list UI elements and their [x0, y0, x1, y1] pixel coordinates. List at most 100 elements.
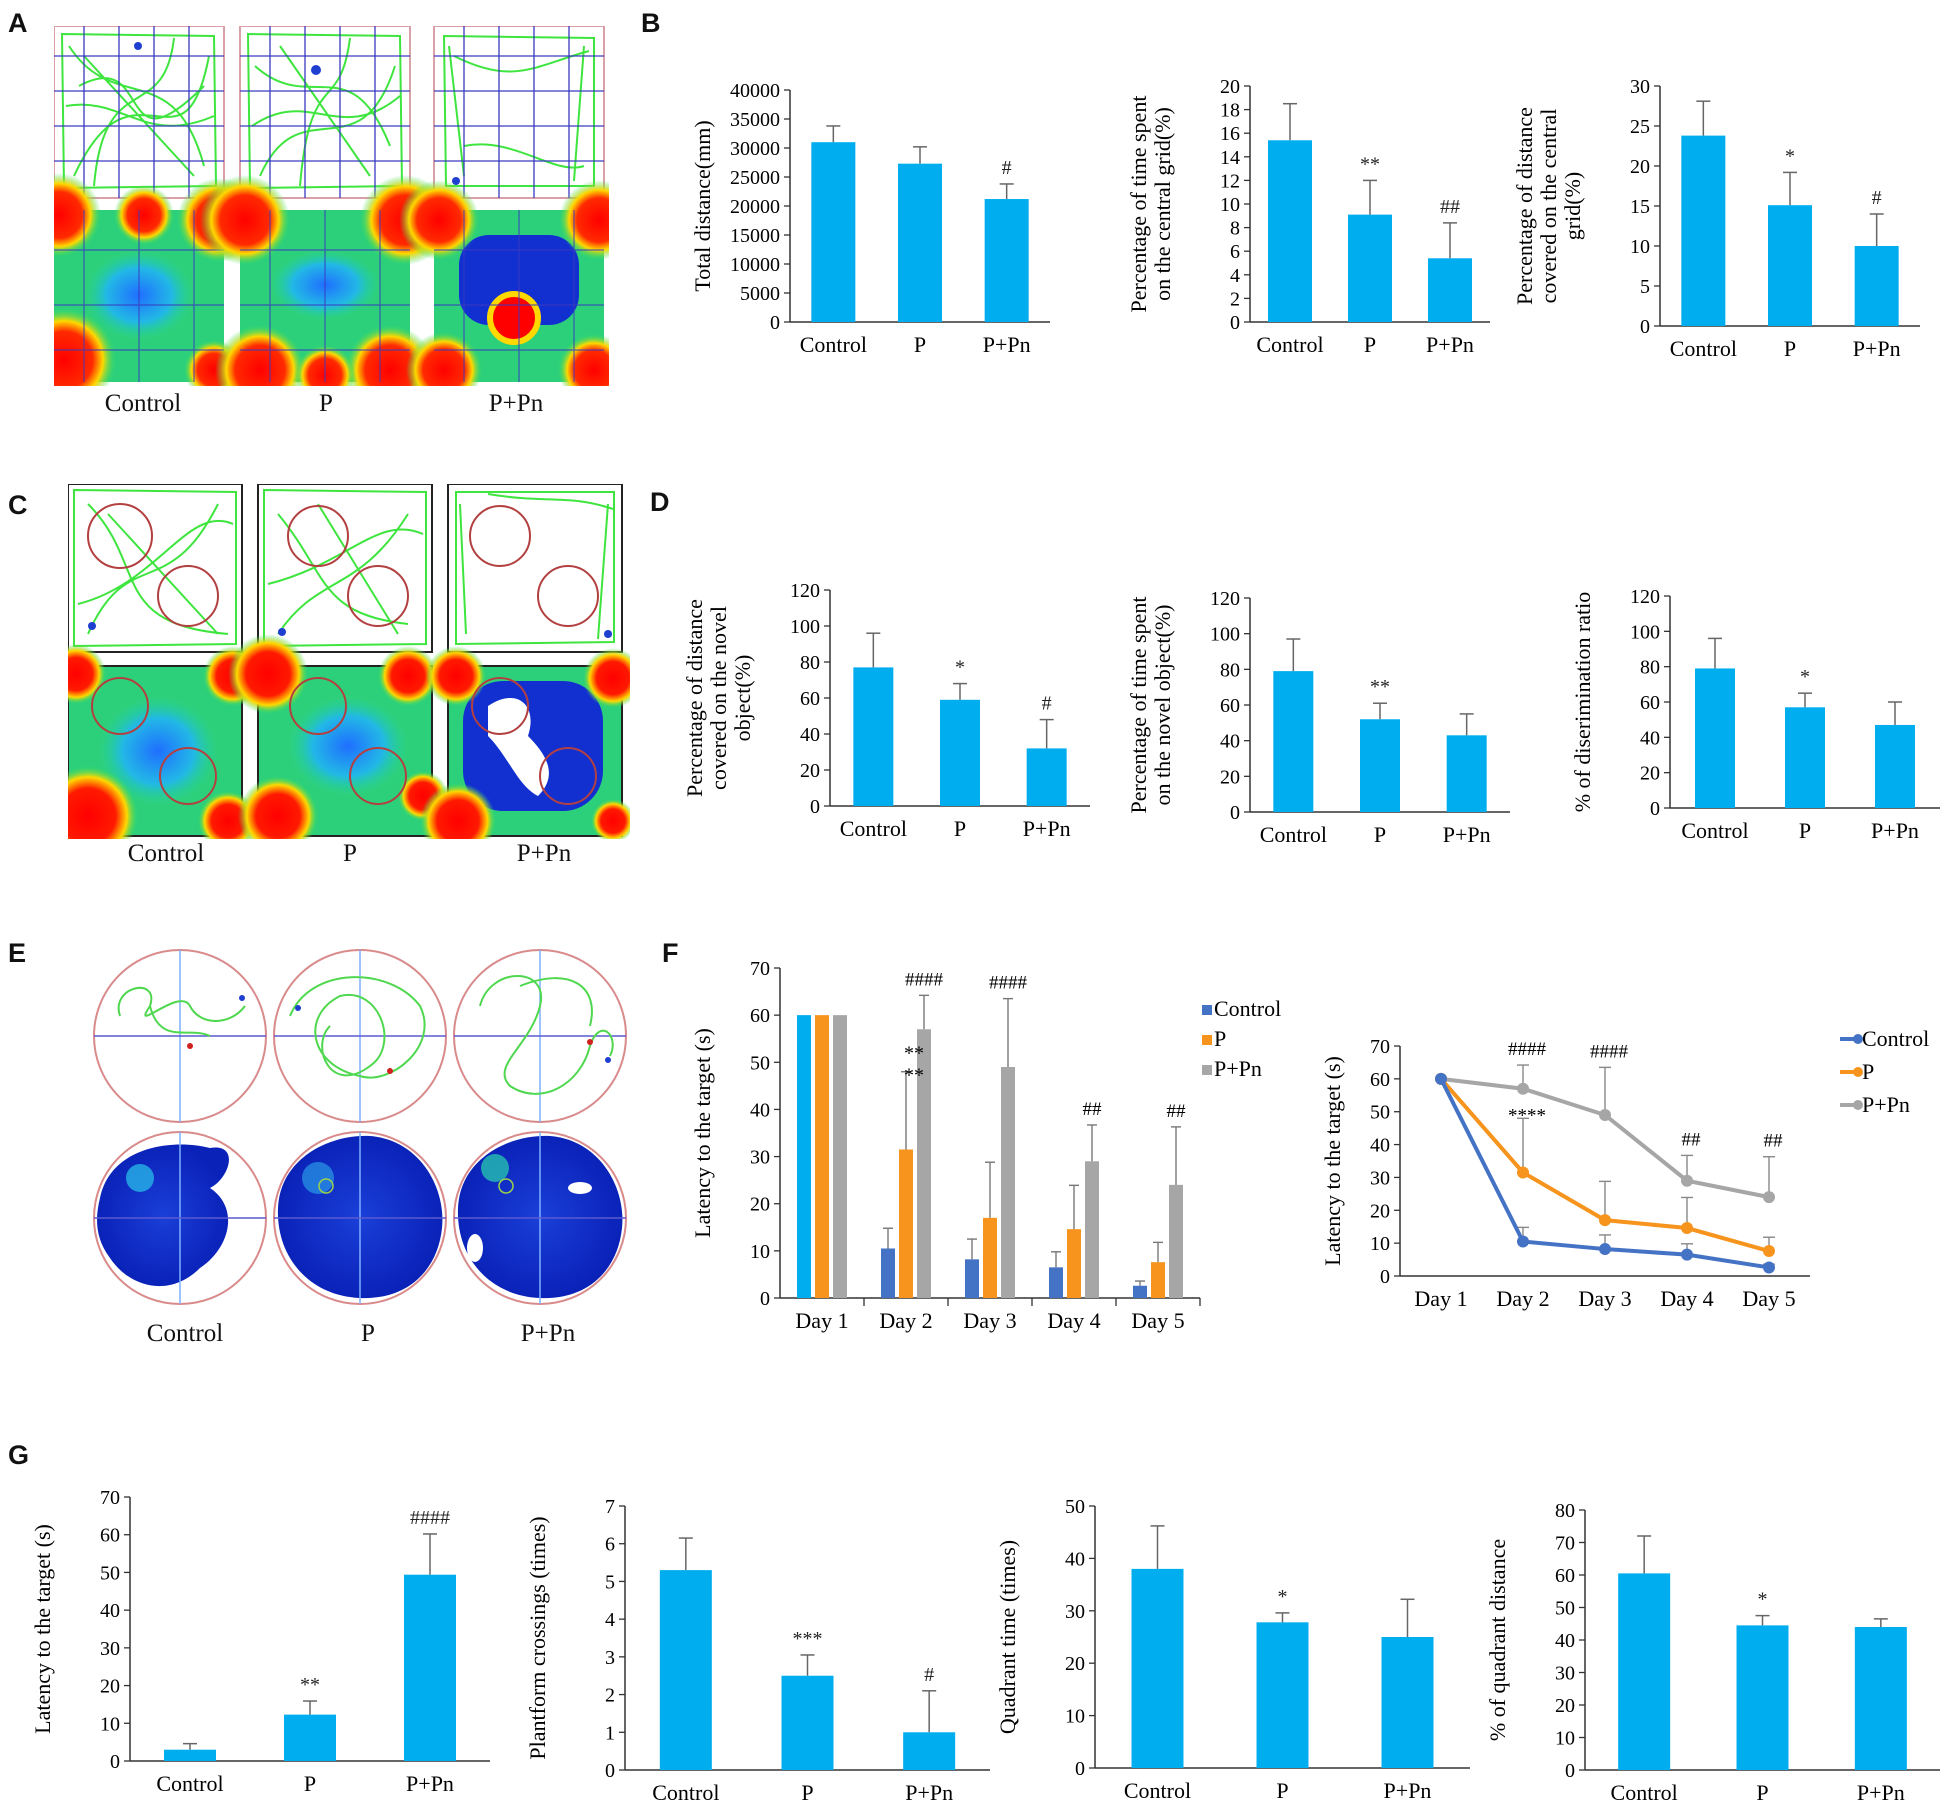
bar-p-pn: [1169, 1184, 1183, 1298]
y-tick-label: 100: [1630, 621, 1660, 643]
x-tick-label: Day 3: [963, 1308, 1016, 1333]
x-tick-label: P+Pn: [406, 1771, 454, 1796]
panel-c-label-p-pn: P+Pn: [516, 840, 572, 867]
significance-label: *: [1278, 1586, 1288, 1608]
y-tick-label: 12: [1220, 170, 1240, 192]
y-tick-label: 40: [1220, 731, 1240, 753]
panel-label-d: D: [650, 487, 670, 517]
bar-p-pn: [833, 1015, 847, 1298]
y-tick-label: 0: [1640, 316, 1650, 338]
panel-a-label-control: Control: [104, 390, 182, 417]
x-tick-label: P+Pn: [1443, 822, 1491, 847]
y-axis-label: covered on the novel: [706, 606, 731, 790]
x-tick-label: P+Pn: [905, 1780, 953, 1805]
y-tick-label: 2: [605, 1685, 615, 1707]
data-point: [1681, 1222, 1693, 1235]
bar: [1768, 205, 1812, 326]
y-tick-label: 30: [1555, 1663, 1575, 1685]
bar: [1785, 707, 1825, 808]
significance-label: ##: [1440, 196, 1460, 218]
panel-e-label-control: Control: [146, 1320, 224, 1347]
x-tick-label: Control: [1670, 336, 1737, 361]
bar: [1618, 1573, 1671, 1770]
panel-label-f: F: [662, 938, 679, 968]
y-tick-label: 60: [1555, 1565, 1575, 1587]
x-tick-label: P: [801, 1780, 813, 1805]
x-tick-label: Control: [1124, 1778, 1191, 1803]
novel-object-heatmap-p: [228, 634, 448, 856]
x-tick-label: P: [1364, 332, 1376, 357]
legend-marker: [1853, 1034, 1863, 1044]
bar: [781, 1675, 834, 1770]
y-tick-label: 20: [1220, 766, 1240, 788]
bar: [284, 1714, 336, 1761]
bar: [811, 142, 856, 322]
y-tick-label: 35000: [730, 109, 780, 131]
x-tick-label: Control: [1681, 818, 1748, 843]
y-tick-label: 0: [605, 1760, 615, 1782]
x-tick-label: P+Pn: [1426, 332, 1474, 357]
open-field-track-p: [239, 25, 411, 199]
chart-b2: 0 2 4 6 8 10 12 14 16 18 20 Control P ** P+Pn ## Percent…: [1100, 10, 1500, 380]
chart-g1: 0 10 20 30 40 50 60 70 Control P ** P+Pn #### Latency…: [30, 1465, 500, 1810]
y-tick-label: 20: [1220, 76, 1240, 98]
panel-e-label-p: P: [361, 1320, 375, 1347]
significance-label: ****: [1508, 1106, 1546, 1127]
x-tick-label: P: [1756, 1780, 1768, 1805]
y-tick-label: 25000: [730, 167, 780, 189]
legend-swatch: [1202, 1005, 1212, 1015]
chart-f2-svg: 0 10 20 30 40 50 60 70 Day 1 Day 2 Day 3 Day 4 Day 5…: [1320, 1026, 1929, 1311]
chart-f1: 0 10 20 30 40 50 60 70 Day 1 Day 2 Day 3 Day 4 Day 5…: [680, 950, 1340, 1345]
x-tick-label: Day 5: [1742, 1286, 1795, 1311]
y-tick-label: 10: [1630, 236, 1650, 258]
y-tick-label: 0: [810, 796, 820, 818]
y-axis-label: % of quadrant distance: [1485, 1539, 1510, 1741]
panel-a-label-p-pn: P+Pn: [488, 390, 544, 417]
y-tick-label: 100: [790, 616, 820, 638]
y-tick-label: 4: [1230, 265, 1240, 287]
y-tick-label: 10: [1370, 1233, 1390, 1255]
y-tick-label: 0: [1380, 1266, 1390, 1288]
data-point: [1763, 1191, 1775, 1204]
y-tick-label: 10: [750, 1241, 770, 1263]
y-tick-label: 18: [1220, 100, 1240, 122]
y-tick-label: 40: [800, 724, 820, 746]
open-field-heatmap-p-pn: [399, 180, 639, 408]
legend-marker: [1853, 1067, 1863, 1077]
y-tick-label: 30: [100, 1638, 120, 1660]
y-tick-label: 120: [790, 580, 820, 602]
chart-d2-svg: 0 20 40 60 80 100 120 Control P ** P+Pn Percentage …: [1126, 588, 1510, 847]
y-tick-label: 20: [1555, 1695, 1575, 1717]
y-tick-label: 0: [1230, 802, 1240, 824]
y-tick-label: 25: [1630, 116, 1650, 138]
y-tick-label: 30: [1630, 76, 1650, 98]
y-tick-label: 50: [1065, 1496, 1085, 1518]
bar: [1256, 1622, 1309, 1768]
bar-p: [983, 1217, 997, 1298]
bar: [984, 199, 1029, 322]
novel-object-track-control: [67, 483, 243, 653]
bar-control: [881, 1248, 895, 1298]
panel-label-a: A: [8, 8, 28, 38]
bar: [1381, 1637, 1434, 1768]
x-tick-label: P+Pn: [983, 332, 1031, 357]
y-tick-label: 100: [1210, 624, 1240, 646]
y-tick-label: 8: [1230, 218, 1240, 240]
bar: [1428, 258, 1472, 322]
y-tick-label: 10: [1065, 1706, 1085, 1728]
y-tick-label: 60: [1640, 692, 1660, 714]
significance-label: **: [300, 1674, 320, 1696]
legend-swatch: [1202, 1035, 1212, 1045]
y-axis-label: Percentage of distance: [682, 599, 707, 797]
data-point: [1517, 1082, 1529, 1095]
legend-label: P+Pn: [1862, 1092, 1910, 1117]
y-tick-label: 0: [760, 1288, 770, 1310]
y-tick-label: 30: [1370, 1167, 1390, 1189]
y-tick-label: 20: [800, 760, 820, 782]
y-axis-label: Latency to the target (s): [1320, 1056, 1345, 1266]
y-tick-label: 80: [1220, 659, 1240, 681]
y-axis-label: Percentage of time spent: [1126, 96, 1151, 313]
y-tick-label: 20: [1065, 1653, 1085, 1675]
bar: [1446, 735, 1487, 812]
chart-d1: 0 20 40 60 80 100 120 Control P * P+Pn # Percentage …: [680, 540, 1100, 860]
